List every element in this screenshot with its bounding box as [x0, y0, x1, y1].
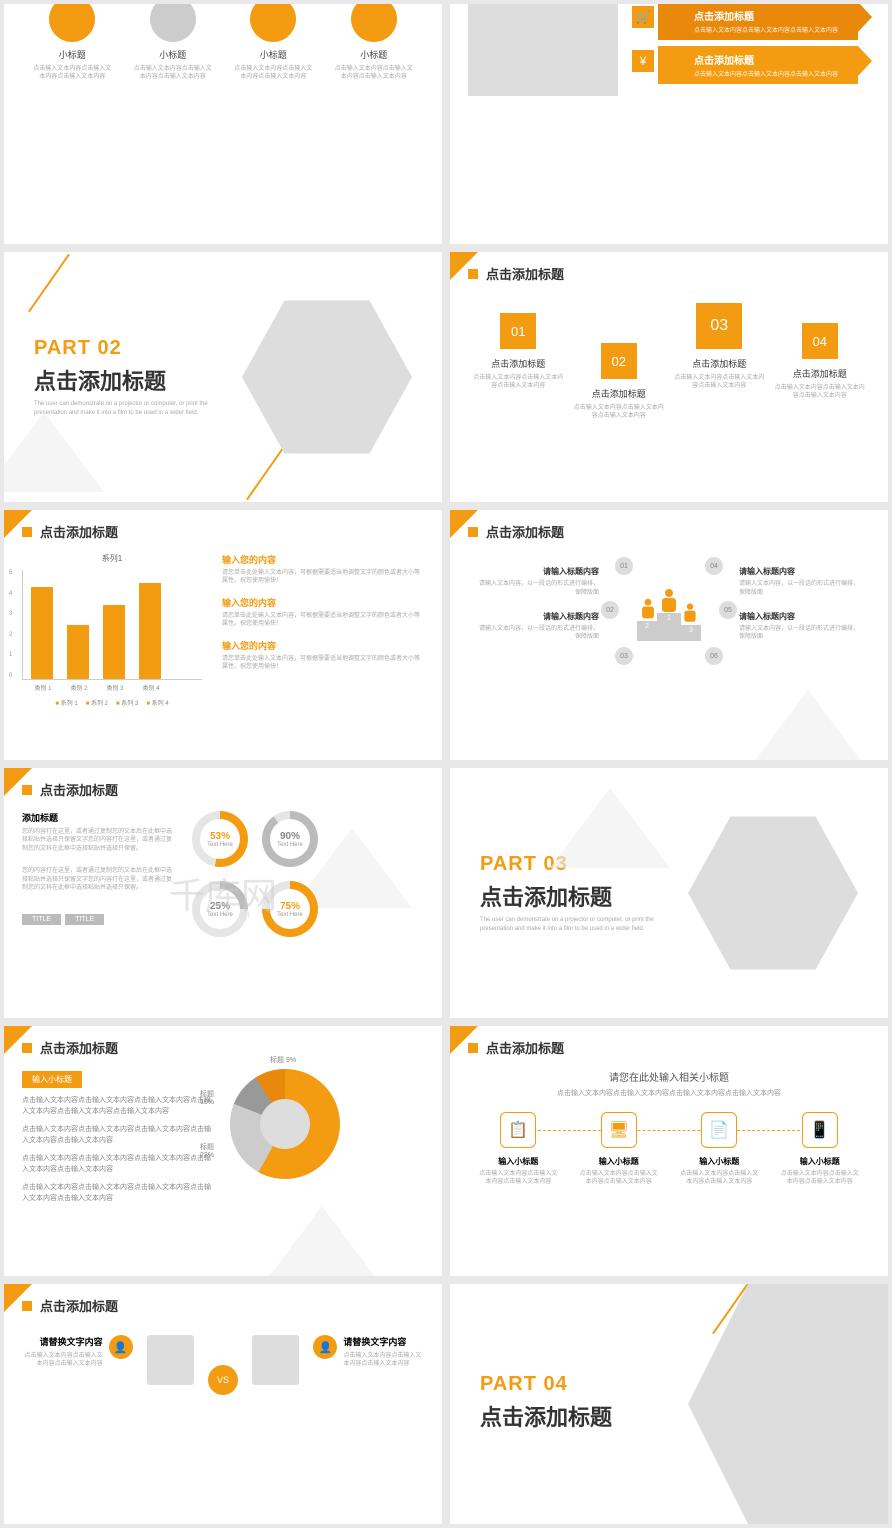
icon-item: 📱输入小标题点击输入文本内容点击输入文本内容点击输入文本内容 [780, 1112, 860, 1187]
cart-icon: 🛒 [630, 4, 656, 30]
bar [31, 587, 53, 679]
slide-podium: 点击添加标题 请输入标题内容请输入文本内容，以一段话的形式进行编排，保障版面 请… [450, 510, 888, 760]
arrow-callout: 🛒点击添加标题点击输入文本内容点击输入文本内容点击输入文本内容 [658, 4, 858, 40]
slide-part04: PART 04 点击添加标题 [450, 1284, 888, 1524]
slide-pie: 点击添加标题 输入小标题 点击输入文本内容点击输入文本内容点击输入文本内容点击输… [4, 1026, 442, 1276]
part-title: 点击添加标题 [34, 364, 242, 396]
donut-chart: 53%Text Here [192, 811, 248, 867]
person-icon: 👤 [313, 1335, 337, 1359]
slide-part03: PART 03 点击添加标题 The user can demonstrate … [450, 768, 888, 1018]
part-title: 点击添加标题 [480, 880, 688, 912]
slide-numbered: 点击添加标题 01点击添加标题点击输入文本内容点击输入文本内容点击输入文本内容 … [450, 252, 888, 502]
slide-title: 点击添加标题 [22, 522, 424, 541]
tag: TITLE [22, 914, 61, 925]
slide-vs: 点击添加标题 请替换文字内容点击输入文本内容点击输入文本内容点击输入文本内容👤 … [4, 1284, 442, 1524]
num-item: 01点击添加标题点击输入文本内容点击输入文本内容点击输入文本内容 [473, 313, 563, 391]
tag: TITLE [65, 914, 104, 925]
num-item: 02点击添加标题点击输入文本内容点击输入文本内容点击输入文本内容 [574, 343, 664, 421]
circle-item: 小标题点击输入文本内容点击输入文本内容点击输入文本内容 [32, 4, 112, 82]
bar [103, 605, 125, 679]
num-item: 03点击添加标题点击输入文本内容点击输入文本内容点击输入文本内容 [674, 303, 764, 391]
circle-item: 小标题点击输入文本内容点击输入文本内容点击输入文本内容 [233, 4, 313, 82]
donut-chart: 75%Text Here [262, 881, 318, 937]
slide-title: 点击添加标题 [468, 264, 870, 283]
hex-image [688, 808, 858, 978]
arrow-callout: ¥点击添加标题点击输入文本内容点击输入文本内容点击输入文本内容 [658, 46, 858, 84]
icon-item: 📄输入小标题点击输入文本内容点击输入文本内容点击输入文本内容 [679, 1112, 759, 1187]
tag: 输入小标题 [22, 1071, 82, 1088]
num-item: 04点击添加标题点击输入文本内容点击输入文本内容点击输入文本内容 [775, 323, 865, 401]
pie-chart: 标题58% 标题23% 标题10% 标题 9% [230, 1069, 340, 1179]
vs-badge: VS [208, 1365, 238, 1395]
slide-title: 点击添加标题 [468, 1038, 870, 1057]
monitor-icon: 🖥 [601, 1112, 637, 1148]
slide-arrows: 🛒点击添加标题点击输入文本内容点击输入文本内容点击输入文本内容 ¥点击添加标题点… [450, 4, 888, 244]
slide-donuts: 点击添加标题 千库网 588ku.com 添加标题您的内容打在这里，或者通过复制… [4, 768, 442, 1018]
donut-chart: 25%Text Here [192, 881, 248, 937]
document-icon: 📄 [701, 1112, 737, 1148]
part-number: PART 02 [34, 337, 242, 360]
clipboard-icon: 📋 [500, 1112, 536, 1148]
placeholder-image [147, 1335, 194, 1385]
slide-circles: 小标题点击输入文本内容点击输入文本内容点击输入文本内容 小标题点击输入文本内容点… [4, 4, 442, 244]
bar [67, 625, 89, 680]
donut-chart: 90%Text Here [262, 811, 318, 867]
slide-title: 点击添加标题 [22, 780, 424, 799]
circle-item: 小标题点击输入文本内容点击输入文本内容点击输入文本内容 [133, 4, 213, 82]
phone-icon: 📱 [802, 1112, 838, 1148]
placeholder-image [468, 4, 618, 96]
circle-item: 小标题点击输入文本内容点击输入文本内容点击输入文本内容 [334, 4, 414, 82]
slide-barchart: 点击添加标题 系列1 543210 类别 1类别 2类别 3类别 4 系列 1系… [4, 510, 442, 760]
placeholder-image [252, 1335, 299, 1385]
slide-title: 点击添加标题 [22, 1038, 424, 1057]
hex-image [242, 292, 412, 462]
person-icon: 👤 [109, 1335, 133, 1359]
icon-item: 🖥输入小标题点击输入文本内容点击输入文本内容点击输入文本内容 [579, 1112, 659, 1187]
angled-image [688, 1284, 888, 1524]
slide-part02: PART 02 点击添加标题 The user can demonstrate … [4, 252, 442, 502]
yen-icon: ¥ [630, 48, 656, 74]
icon-item: 📋输入小标题点击输入文本内容点击输入文本内容点击输入文本内容 [478, 1112, 558, 1187]
slide-title: 点击添加标题 [22, 1296, 424, 1315]
slide-icons: 点击添加标题 请您在此处输入相关小标题 点击输入文本内容点击输入文本内容点击输入… [450, 1026, 888, 1276]
podium-graphic: 01 02 03 04 05 06 1 2 3 [619, 561, 719, 661]
slide-title: 点击添加标题 [468, 522, 870, 541]
bar-chart: 系列1 543210 类别 1类别 2类别 3类别 4 系列 1系列 2系列 3… [22, 553, 202, 707]
bar [139, 583, 161, 679]
pie-center-image [260, 1099, 310, 1149]
